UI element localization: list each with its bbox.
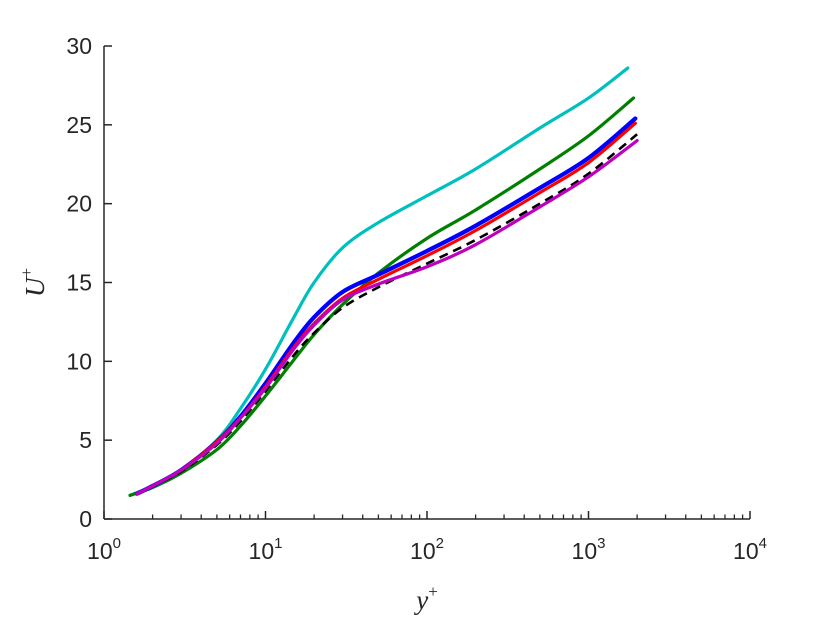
series-line-1: [128, 66, 630, 497]
x-tick-label: 103: [572, 535, 606, 564]
x-ticks: 100 101 102 103 104: [87, 511, 767, 564]
series-line-4: [135, 121, 637, 496]
y-tick-label: 15: [66, 270, 92, 296]
y-tick-label: 5: [79, 427, 92, 453]
x-tick-label-base: 10: [733, 538, 759, 564]
x-tick-label-base: 10: [249, 538, 275, 564]
x-tick-label-base: 10: [410, 538, 436, 564]
x-tick-label-exponent: 2: [436, 535, 444, 552]
y-tick-label: 10: [66, 348, 92, 374]
x-tick-label: 101: [249, 535, 283, 564]
series-group: [128, 66, 639, 497]
x-axis-label-superscript: +: [428, 582, 438, 601]
x-tick-label-base: 10: [87, 538, 113, 564]
y-ticks: 0 5 10 15 20 25 30: [66, 33, 112, 532]
y-tick-label: 25: [66, 112, 92, 138]
x-tick-label: 102: [410, 535, 444, 564]
x-tick-label: 104: [733, 535, 767, 564]
series-line-6: [135, 139, 639, 496]
x-tick-label-exponent: 3: [597, 535, 605, 552]
series-line-2: [128, 96, 636, 497]
y-axis-label-text: U: [20, 276, 50, 297]
series-line-3: [134, 116, 638, 496]
x-axis-label-text: y: [413, 585, 428, 615]
x-tick-label: 100: [87, 535, 121, 564]
y-tick-label: 20: [66, 191, 92, 217]
x-tick-label-base: 10: [572, 538, 598, 564]
x-tick-label-exponent: 1: [274, 535, 282, 552]
y-axis-label: U+: [17, 268, 50, 297]
y-tick-label: 0: [79, 506, 92, 532]
y-axis-label-superscript: +: [17, 268, 36, 278]
x-axis-label: y+: [413, 582, 438, 615]
x-tick-label-exponent: 4: [759, 535, 767, 552]
y-tick-label: 30: [66, 33, 92, 59]
x-tick-label-exponent: 0: [113, 535, 121, 552]
series-line-5: [136, 133, 638, 495]
